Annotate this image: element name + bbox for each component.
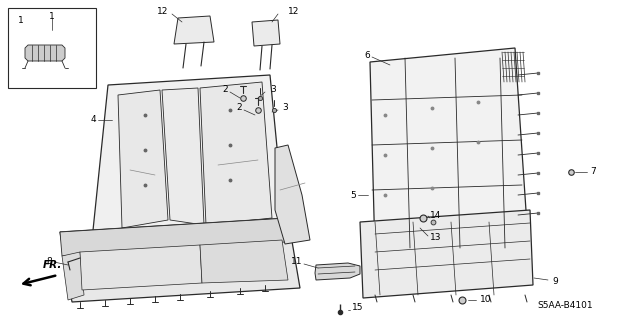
Polygon shape [60, 218, 288, 256]
Polygon shape [162, 88, 204, 225]
Polygon shape [200, 240, 288, 283]
Text: 12: 12 [288, 8, 300, 17]
Text: 6: 6 [364, 50, 370, 60]
Polygon shape [360, 210, 533, 298]
Polygon shape [252, 20, 280, 46]
Text: 13: 13 [430, 234, 442, 242]
Polygon shape [62, 252, 84, 300]
Text: 12: 12 [157, 8, 168, 17]
Text: S5AA-B4101: S5AA-B4101 [537, 300, 593, 309]
Polygon shape [275, 145, 310, 244]
Text: 1: 1 [49, 12, 55, 21]
Polygon shape [60, 218, 300, 302]
Text: 1: 1 [18, 16, 24, 25]
Polygon shape [200, 82, 272, 225]
Text: 15: 15 [352, 303, 364, 313]
Text: 5: 5 [350, 190, 356, 199]
Text: 4: 4 [90, 115, 96, 124]
Text: FR.: FR. [42, 260, 61, 270]
Text: 3: 3 [282, 103, 288, 113]
Polygon shape [118, 90, 168, 228]
Text: 9: 9 [552, 278, 557, 286]
Polygon shape [315, 263, 360, 280]
Text: 10: 10 [480, 295, 492, 305]
Polygon shape [370, 48, 528, 255]
Text: 8: 8 [46, 257, 52, 266]
Polygon shape [80, 245, 202, 290]
Polygon shape [25, 45, 65, 61]
Polygon shape [92, 75, 285, 240]
Polygon shape [174, 16, 214, 44]
Text: 3: 3 [270, 85, 276, 94]
Text: 2: 2 [236, 103, 242, 113]
Bar [8, 8, 96, 88]
Text: 11: 11 [291, 257, 302, 266]
Text: 2: 2 [222, 85, 228, 94]
Text: 7: 7 [590, 167, 596, 176]
Text: 14: 14 [430, 211, 442, 219]
